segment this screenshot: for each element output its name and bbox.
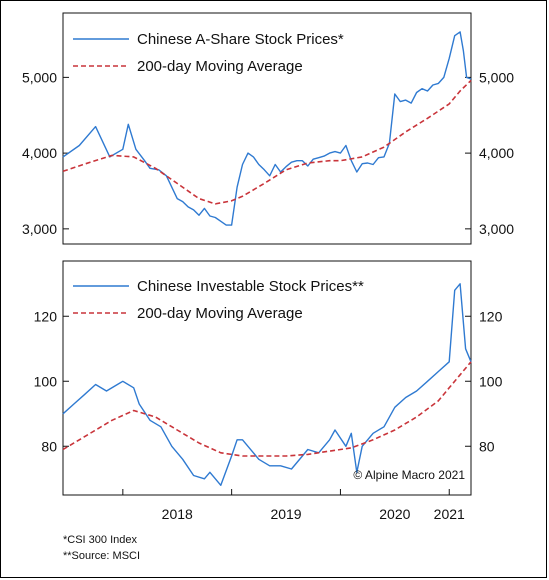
y-tick-label-left: 80 [41,438,57,454]
footnote-csi300: *CSI 300 Index [63,534,137,546]
y-tick-label-left: 3,000 [22,221,57,237]
y-tick-label-right: 100 [479,373,503,389]
plot-border [62,12,472,245]
y-tick-label-right: 4,000 [479,145,514,161]
y-tick-label-right: 80 [479,438,495,454]
x-tick-label: 2018 [162,506,193,522]
series-line-0 [62,31,472,226]
series-line-1 [62,361,472,457]
legend-label: 200-day Moving Average [137,305,303,322]
legend-label: 200-day Moving Average [137,58,303,75]
legend-label: Chinese Investable Stock Prices** [137,278,364,295]
series-line-0 [62,283,472,486]
x-tick-label: 2020 [379,506,410,522]
y-tick-label-right: 3,000 [479,221,514,237]
series-line-1 [62,79,472,205]
y-tick-label-left: 4,000 [22,145,57,161]
y-tick-label-left: 5,000 [22,69,57,85]
x-tick-label: 2021 [434,506,465,522]
credit-annotation: © Alpine Macro 2021 [353,468,465,482]
legend-label: Chinese A-Share Stock Prices* [137,31,344,48]
x-tick-label: 2019 [270,506,301,522]
y-tick-label-left: 120 [34,308,58,324]
y-tick-label-right: 5,000 [479,69,514,85]
footnote-msci: **Source: MSCI [63,550,141,562]
panel-a-share: 3,000 3,000 4,000 4,000 5,000 5,000 Chinese A-… [22,12,514,245]
plot-border [62,260,472,496]
y-tick-label-right: 120 [479,308,503,324]
y-tick-label-left: 100 [34,373,58,389]
panel-investable: 80 80 100 100 120 120 2018 2019 2020 2021 Chinese … [34,260,503,522]
